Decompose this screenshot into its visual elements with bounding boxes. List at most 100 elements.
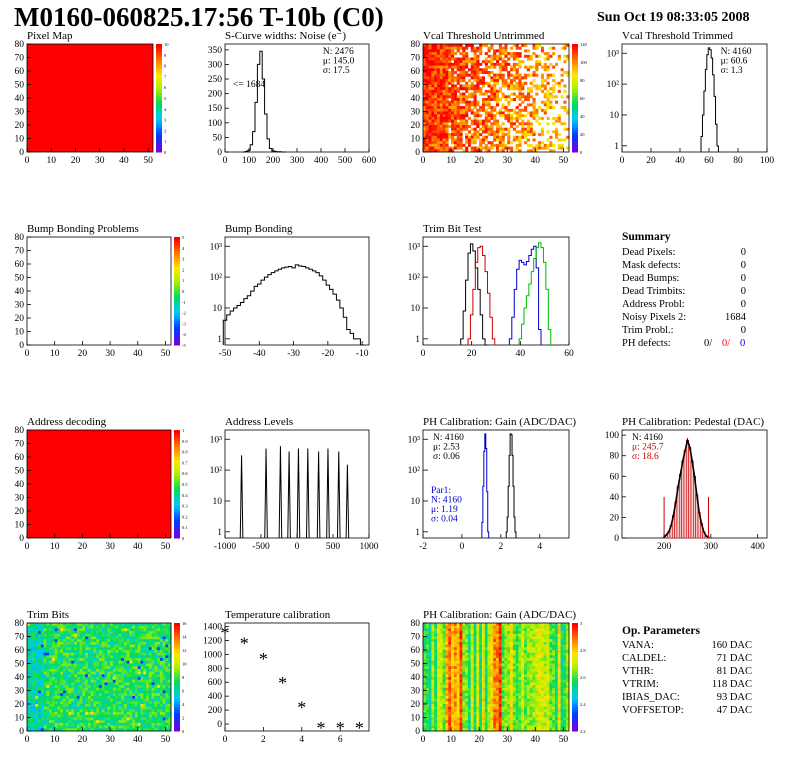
heatmap-cell bbox=[467, 693, 472, 697]
heatmap-cell bbox=[129, 641, 133, 645]
heatmap-cell bbox=[157, 714, 161, 718]
heatmap-cell bbox=[425, 89, 429, 93]
heatmap-cell bbox=[498, 98, 502, 101]
heatmap-cell bbox=[63, 695, 67, 699]
heatmap-cell bbox=[470, 44, 474, 47]
heatmap-cell bbox=[479, 682, 483, 686]
heatmap-cell bbox=[423, 57, 427, 61]
heatmap-cell bbox=[162, 674, 166, 678]
heatmap-cell bbox=[552, 149, 556, 153]
heatmap-cell bbox=[79, 728, 83, 732]
heatmap-cell bbox=[484, 641, 488, 645]
y-tick-label: 1200 bbox=[203, 636, 222, 646]
heatmap-cell bbox=[96, 631, 100, 635]
heatmap-cell bbox=[448, 114, 452, 118]
y-tick-label: 10 bbox=[610, 111, 620, 121]
heatmap-cell bbox=[437, 685, 441, 689]
heatmap-cell bbox=[487, 84, 491, 88]
colorbar-label: 4 bbox=[164, 107, 167, 112]
heatmap-cell bbox=[462, 655, 466, 659]
heatmap-cell bbox=[507, 57, 511, 61]
heatmap-cell bbox=[43, 655, 47, 659]
heatmap-cell bbox=[123, 677, 127, 680]
heatmap-cell bbox=[476, 81, 480, 85]
heatmap-cell bbox=[524, 65, 528, 69]
heatmap-cell bbox=[146, 722, 150, 726]
heatmap-cell bbox=[99, 690, 103, 694]
heatmap-cell bbox=[473, 133, 477, 137]
heatmap-cell bbox=[453, 103, 457, 107]
heatmap-cell bbox=[563, 108, 567, 112]
heatmap-cell bbox=[159, 685, 163, 689]
heatmap-cell bbox=[101, 693, 105, 697]
heatmap-cell bbox=[140, 706, 144, 710]
heatmap-cell bbox=[445, 73, 449, 77]
heatmap-cell bbox=[99, 709, 103, 713]
colorbar-cell bbox=[174, 318, 180, 322]
heatmap-cell bbox=[159, 693, 163, 697]
heatmap-cell bbox=[470, 712, 474, 716]
heatmap-cell bbox=[529, 122, 533, 126]
heatmap-cell bbox=[465, 666, 469, 670]
heatmap-cell bbox=[434, 717, 438, 721]
heatmap-cell bbox=[157, 655, 161, 659]
heatmap-cell bbox=[453, 143, 457, 147]
heatmap-cell bbox=[110, 706, 114, 710]
heatmap-cell bbox=[518, 98, 522, 101]
heatmap-cell bbox=[135, 704, 139, 707]
heatmap-cell bbox=[154, 682, 158, 686]
heatmap-cell bbox=[54, 720, 58, 724]
heatmap-cell bbox=[473, 87, 477, 91]
y-tick-label: 0 bbox=[19, 727, 24, 737]
heatmap-cell bbox=[148, 671, 152, 675]
heatmap-cell bbox=[121, 623, 125, 626]
heatmap-cell bbox=[476, 57, 480, 61]
heatmap-cell bbox=[104, 631, 108, 635]
heatmap-cell bbox=[49, 647, 53, 651]
heatmap-cell bbox=[123, 725, 127, 729]
heatmap-cell bbox=[126, 644, 130, 648]
heatmap-cell bbox=[71, 623, 75, 626]
heatmap-cell bbox=[27, 679, 31, 683]
colorbar-cell bbox=[174, 725, 180, 729]
heatmap-cell bbox=[146, 687, 150, 691]
heatmap-cell bbox=[140, 639, 144, 643]
heatmap-cell bbox=[493, 81, 497, 85]
heatmap-cell bbox=[425, 141, 429, 145]
heatmap-cell bbox=[428, 668, 432, 672]
heatmap-cell bbox=[99, 720, 103, 724]
heatmap-cell bbox=[38, 652, 42, 656]
heatmap-cell bbox=[445, 698, 449, 702]
heatmap-cell bbox=[459, 685, 463, 689]
heatmap-cell bbox=[146, 690, 150, 694]
heatmap-cell bbox=[560, 46, 564, 50]
heatmap-cell bbox=[470, 698, 474, 702]
heatmap-cell bbox=[135, 644, 139, 648]
heatmap-cell bbox=[462, 49, 466, 53]
heatmap-cell bbox=[32, 633, 36, 637]
heatmap-cell bbox=[484, 71, 488, 74]
heatmap-cell bbox=[439, 103, 443, 107]
heatmap-cell bbox=[445, 62, 449, 66]
histogram-bar bbox=[683, 450, 687, 539]
x-tick-label: 0 bbox=[25, 349, 30, 359]
heatmap-cell bbox=[473, 138, 477, 142]
heatmap-cell bbox=[121, 725, 125, 729]
colorbar-cell bbox=[156, 106, 162, 110]
heatmap-cell bbox=[442, 111, 446, 115]
heatmap-cell bbox=[448, 623, 452, 626]
heatmap-cell bbox=[43, 666, 47, 670]
x-tick-label: 4 bbox=[299, 735, 304, 745]
heatmap-cell bbox=[63, 652, 67, 656]
heatmap-cell bbox=[487, 54, 491, 58]
heatmap-cell bbox=[423, 674, 427, 678]
heatmap-cell bbox=[535, 108, 539, 112]
heatmap-cell bbox=[425, 663, 429, 667]
heatmap-cell bbox=[490, 114, 494, 118]
heatmap-cell bbox=[115, 728, 119, 732]
heatmap-cell bbox=[101, 717, 105, 721]
heatmap-cell bbox=[476, 712, 480, 716]
heatmap-cell bbox=[148, 655, 152, 659]
heatmap-cell bbox=[515, 62, 519, 66]
